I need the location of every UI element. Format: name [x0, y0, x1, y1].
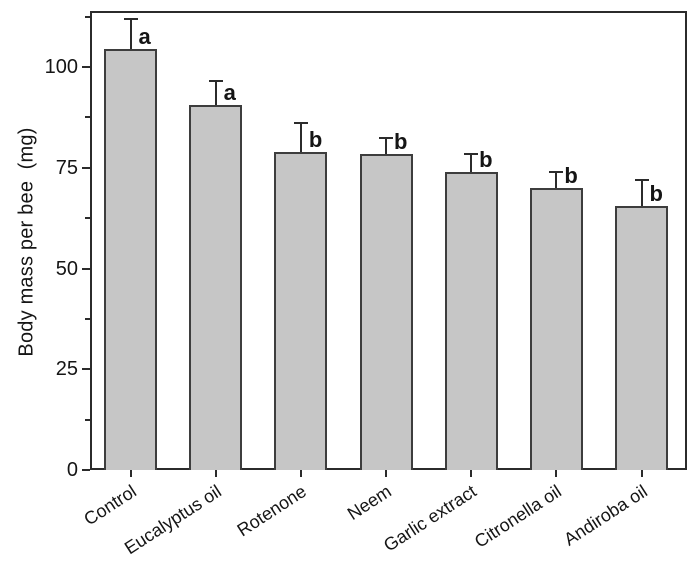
error-bar — [555, 171, 558, 188]
y-tick-label: 0 — [66, 459, 78, 481]
error-bar-cap — [549, 170, 564, 173]
y-major-tick — [82, 469, 90, 471]
significance-letter: b — [479, 146, 493, 172]
bar — [529, 187, 583, 470]
y-major-tick — [82, 166, 90, 169]
x-tick — [385, 470, 387, 477]
y-minor-tick — [85, 217, 90, 220]
y-tick-label: 50 — [55, 257, 78, 280]
y-minor-tick — [85, 317, 90, 320]
y-major-tick — [82, 368, 90, 371]
x-tick — [470, 470, 473, 477]
y-minor-tick — [85, 15, 90, 18]
bar — [189, 105, 243, 470]
error-bar — [470, 153, 473, 172]
bar — [359, 153, 413, 470]
bar — [615, 206, 669, 470]
significance-letter: a — [223, 80, 236, 106]
significance-letter: b — [564, 162, 578, 188]
y-major-tick — [82, 267, 90, 270]
bar — [444, 171, 498, 470]
x-tick — [299, 470, 302, 477]
error-bar-cap — [123, 17, 138, 20]
y-tick-label: 100 — [44, 56, 78, 78]
error-bar — [385, 137, 387, 154]
error-bar-cap — [464, 152, 479, 155]
error-bar-cap — [379, 136, 393, 139]
x-tick — [214, 470, 217, 477]
error-bar-cap — [293, 122, 308, 125]
error-bar — [214, 81, 217, 106]
error-bar-cap — [634, 178, 649, 181]
x-tick — [640, 470, 643, 477]
y-minor-tick — [85, 418, 90, 421]
y-major-tick — [82, 66, 90, 68]
error-bar — [299, 123, 302, 152]
y-minor-tick — [85, 116, 90, 119]
significance-letter: b — [308, 126, 323, 152]
y-tick-label: 25 — [55, 358, 78, 381]
error-bar — [640, 179, 643, 207]
significance-letter: b — [649, 181, 663, 207]
bar — [104, 48, 157, 470]
x-tick — [555, 470, 558, 477]
error-bar — [129, 18, 132, 49]
error-bar-cap — [208, 80, 223, 83]
x-tick — [129, 470, 132, 477]
significance-letter: a — [138, 23, 151, 49]
bar — [274, 151, 328, 470]
y-tick-label: 75 — [55, 156, 78, 179]
significance-letter: b — [394, 128, 408, 154]
